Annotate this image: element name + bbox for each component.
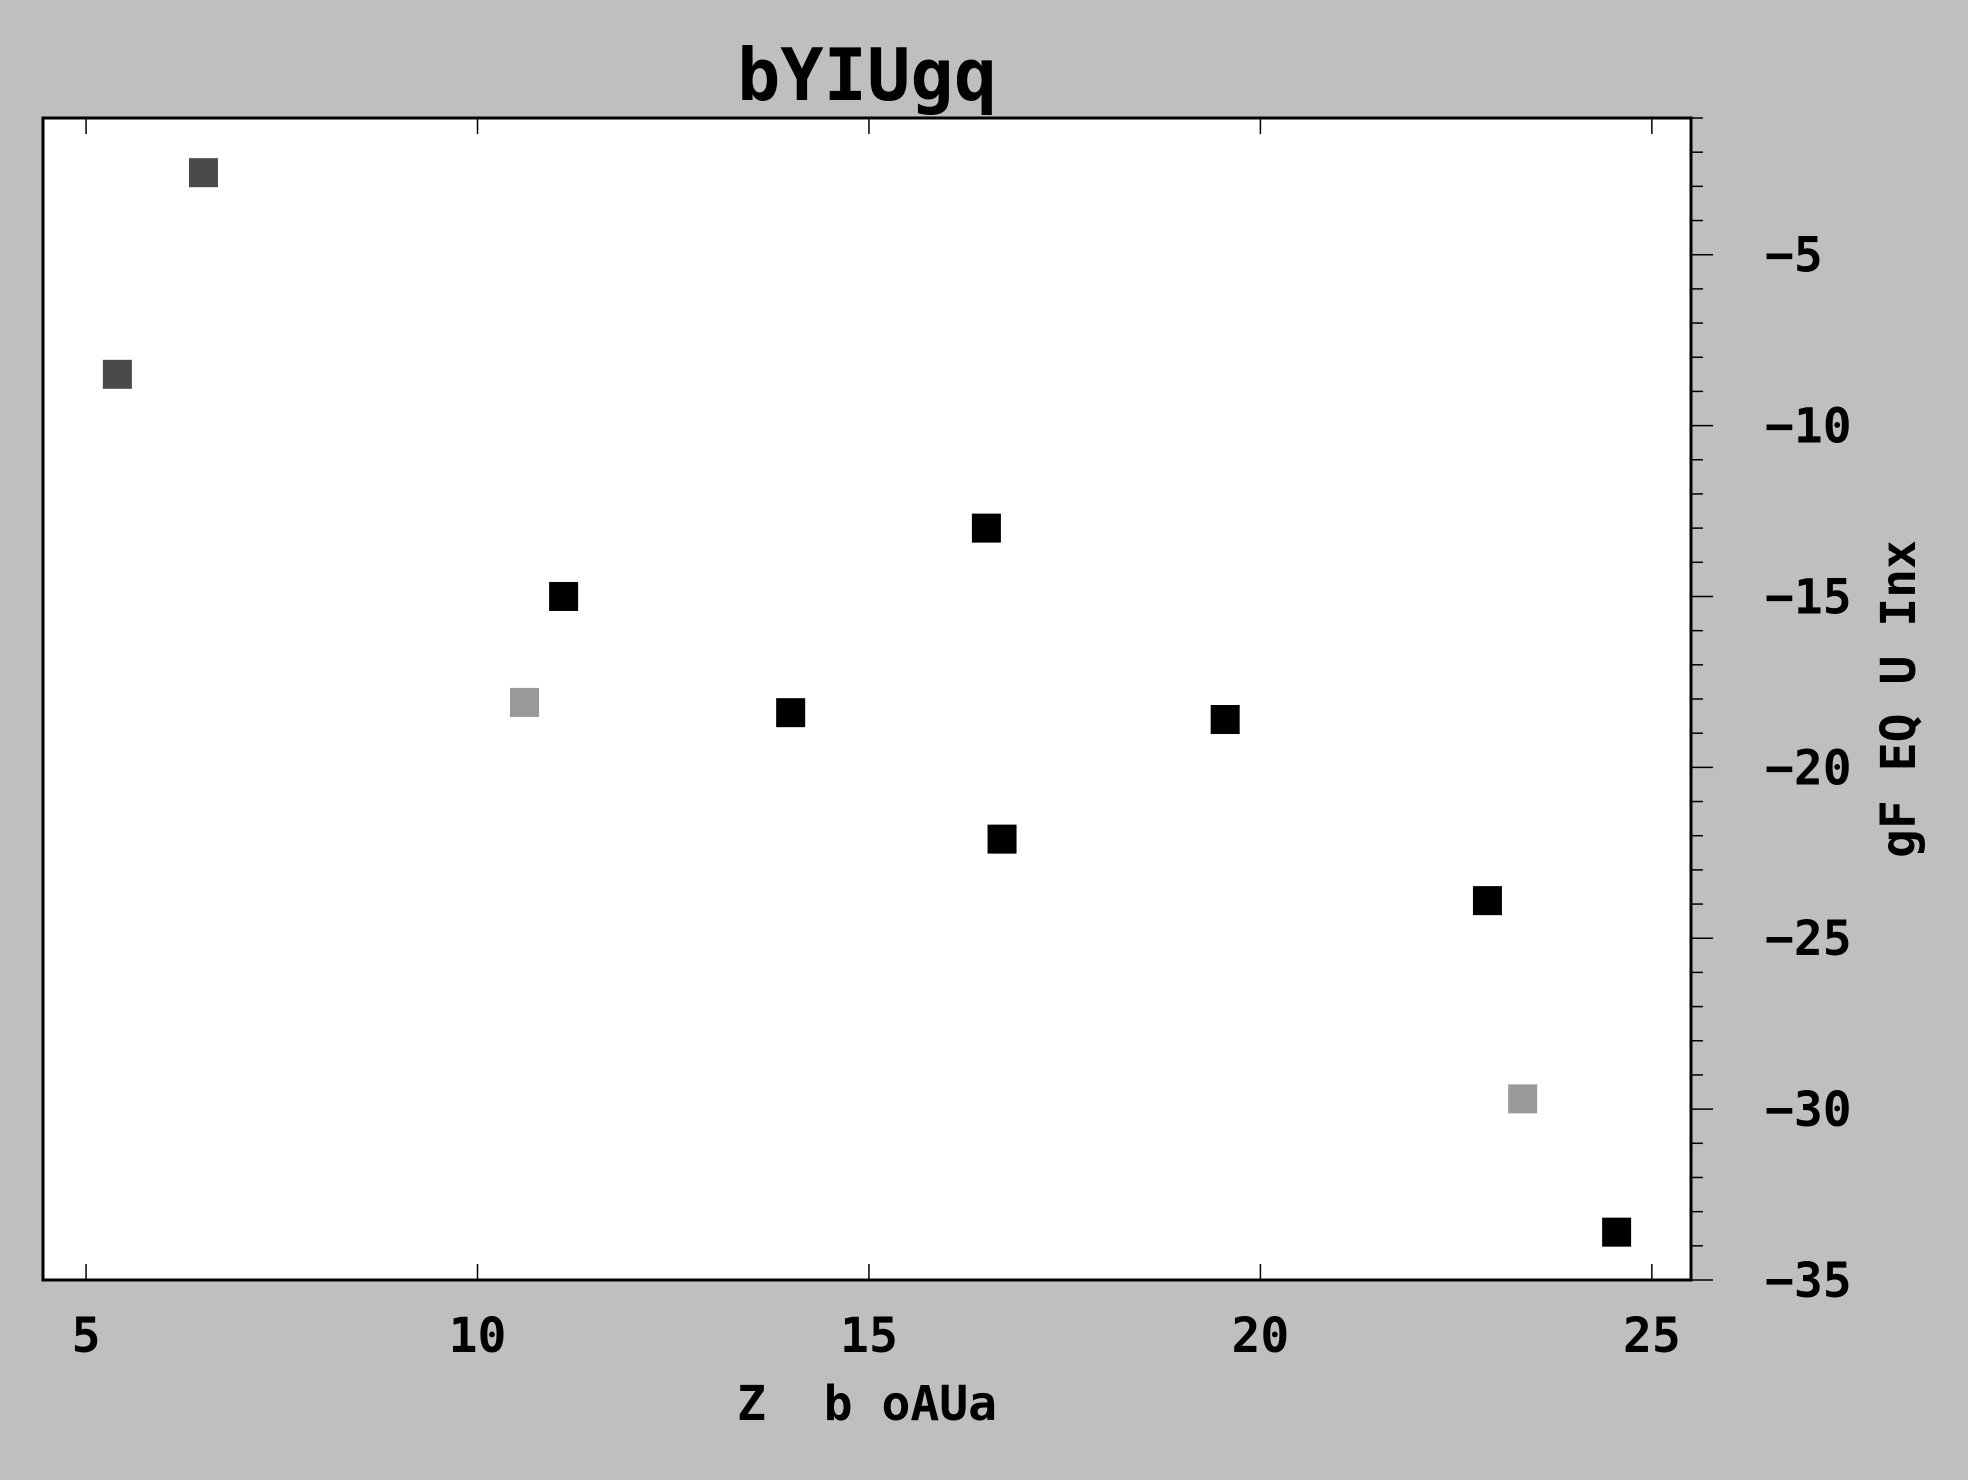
data-point — [776, 698, 806, 728]
plot-area — [41, 116, 1693, 1282]
y-tick-label: −25 — [1765, 911, 1852, 967]
data-point — [102, 359, 132, 389]
data-point — [188, 158, 218, 188]
x-tick-label: 20 — [1232, 1308, 1290, 1364]
x-tick-label: 5 — [72, 1308, 101, 1364]
y-tick-label: −15 — [1765, 569, 1852, 625]
y-tick-label: −5 — [1765, 228, 1823, 284]
x-tick-label: 15 — [840, 1308, 898, 1364]
y-tick-label: −10 — [1765, 399, 1852, 455]
y-tick-label: −35 — [1765, 1253, 1852, 1309]
y-tick-label: −30 — [1765, 1082, 1852, 1138]
x-tick-label: 10 — [449, 1308, 507, 1364]
data-point — [971, 513, 1001, 543]
data-point — [1508, 1084, 1538, 1114]
x-axis-label: Z b oAUa — [737, 1376, 997, 1432]
y-tick-label: −20 — [1765, 740, 1852, 796]
data-point — [1210, 705, 1240, 735]
data-point — [549, 581, 579, 611]
data-point — [987, 824, 1017, 854]
x-tick-label: 25 — [1623, 1308, 1681, 1364]
data-points — [102, 158, 1632, 1247]
chart-title: bYIUgq — [737, 33, 997, 117]
y-axis-ticks: −5 −10 −15 −20 −25 −30 −35 — [1691, 117, 1852, 1309]
data-point — [1472, 886, 1502, 916]
data-point — [509, 687, 539, 717]
y-axis-label: gF EQ U Inx — [1871, 540, 1927, 858]
data-point — [1602, 1217, 1632, 1247]
x-axis-ticks: 5 10 15 20 25 — [72, 118, 1681, 1364]
